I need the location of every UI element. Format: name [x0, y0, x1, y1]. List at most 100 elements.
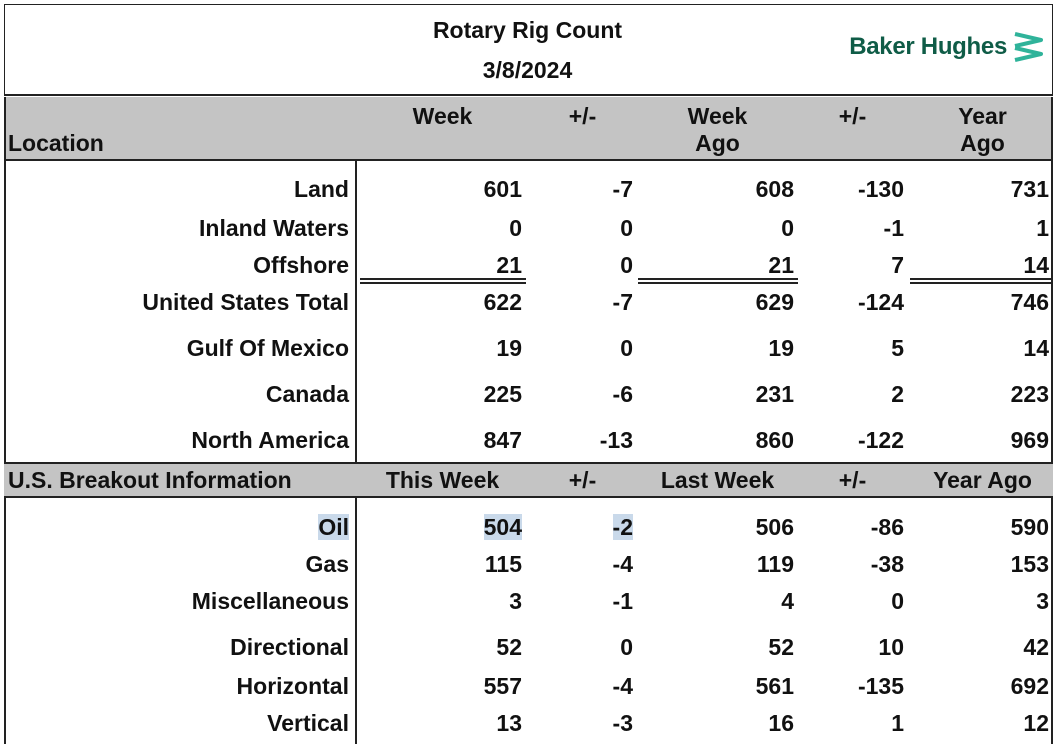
row-label: Miscellaneous: [191, 588, 349, 614]
row-label: Vertical: [267, 710, 349, 736]
row-label: United States Total: [142, 289, 349, 315]
year-ago-value: 14: [1023, 335, 1049, 361]
oil-label: Oil: [318, 514, 349, 540]
change-value: -1: [883, 215, 904, 241]
year-ago-value: 14: [1023, 252, 1049, 278]
row-label: Gas: [305, 551, 349, 577]
row-label: Offshore: [253, 252, 349, 278]
col-year-ago-header: Year Ago: [933, 467, 1032, 493]
baker-hughes-chevron-logo-icon: [1014, 32, 1043, 62]
col-change-header-1: +/-: [568, 467, 597, 493]
change-value: 0: [620, 252, 633, 278]
last-week-value: 52: [768, 634, 794, 660]
change-value: -122: [857, 427, 904, 453]
week-value: 21: [496, 252, 522, 278]
year-ago-value: 12: [1023, 710, 1049, 736]
change-value: -130: [857, 176, 904, 202]
report-date: 3/8/2024: [482, 57, 573, 83]
change-value: -6: [612, 381, 633, 407]
week-ago-value: 21: [768, 252, 794, 278]
week-value: 19: [496, 335, 522, 361]
week-ago-value: 19: [768, 335, 794, 361]
this-week-value: 13: [496, 710, 522, 736]
table-left-border: [4, 97, 6, 744]
col-last-week-header: Last Week: [660, 467, 775, 493]
change-value: 7: [891, 252, 904, 278]
change-value: -7: [612, 176, 633, 202]
brand-logo: Baker Hughes: [849, 28, 1045, 66]
this-week-value: 115: [484, 551, 522, 577]
week-value: 601: [483, 176, 522, 202]
column-divider: [355, 161, 357, 462]
change-value: -13: [599, 427, 633, 453]
change-value: -38: [870, 551, 904, 577]
change-value: 2: [891, 381, 904, 407]
row-label: Horizontal: [236, 673, 349, 699]
last-week-value: 4: [781, 588, 794, 614]
col-change-header-1: +/-: [568, 103, 597, 129]
this-week-value: 504: [420, 514, 522, 541]
week-value: 847: [483, 427, 522, 453]
row-label: Inland Waters: [199, 215, 349, 241]
col-year-ago-header-1: Year: [958, 103, 1007, 129]
location-table-header: [4, 97, 1053, 161]
last-week-value: 506: [755, 514, 794, 540]
total-underline: [360, 278, 526, 284]
year-ago-value: 590: [1010, 514, 1049, 540]
week-value: 622: [483, 289, 522, 315]
change-value: 1: [891, 710, 904, 736]
week-value: 0: [509, 215, 522, 241]
change-value: 0: [620, 215, 633, 241]
year-ago-value: 153: [1010, 551, 1049, 577]
year-ago-value: 1: [1036, 215, 1049, 241]
column-divider: [355, 498, 357, 744]
last-week-value: 561: [755, 673, 794, 699]
row-label: Land: [294, 176, 349, 202]
col-week-ago-header-1: Week: [687, 103, 748, 129]
year-ago-value: 223: [1010, 381, 1049, 407]
year-ago-value: 731: [1010, 176, 1049, 202]
change-value: -2: [560, 514, 633, 541]
row-label: Oil: [4, 514, 349, 541]
change-value: -7: [612, 289, 633, 315]
row-label: North America: [191, 427, 349, 453]
week-ago-value: 231: [755, 381, 794, 407]
breakout-table-header: [4, 462, 1053, 498]
week-value: 225: [483, 381, 522, 407]
title-box: [4, 4, 1053, 96]
last-week-value: 16: [768, 710, 794, 736]
week-ago-value: 629: [755, 289, 794, 315]
oil-change: -2: [612, 514, 633, 540]
col-this-week-header: This Week: [385, 467, 500, 493]
breakout-section-header: U.S. Breakout Information: [8, 467, 292, 493]
change-value: -1: [612, 588, 633, 614]
change-value: 0: [620, 335, 633, 361]
year-ago-value: 3: [1036, 588, 1049, 614]
col-change-header-2: +/-: [838, 103, 867, 129]
change-value: 10: [878, 634, 904, 660]
last-week-value: 119: [756, 551, 794, 577]
change-value: 0: [620, 634, 633, 660]
this-week-value: 3: [509, 588, 522, 614]
location-column-header: Location: [8, 130, 104, 156]
year-ago-value: 746: [1010, 289, 1049, 315]
page-title: Rotary Rig Count: [432, 17, 623, 43]
col-year-ago-header-2: Ago: [960, 130, 1005, 156]
row-label: Directional: [230, 634, 349, 660]
this-week-value: 557: [483, 673, 522, 699]
change-value: -124: [857, 289, 904, 315]
year-ago-value: 42: [1023, 634, 1049, 660]
col-change-header-2: +/-: [838, 467, 867, 493]
col-week-ago-header-2: Ago: [695, 130, 740, 156]
change-value: 0: [891, 588, 904, 614]
table-right-border: [1051, 97, 1053, 744]
total-underline: [638, 278, 798, 284]
week-ago-value: 0: [781, 215, 794, 241]
week-ago-value: 860: [755, 427, 794, 453]
brand-name: Baker Hughes: [849, 33, 1007, 60]
change-value: -4: [612, 551, 633, 577]
change-value: -135: [857, 673, 904, 699]
total-underline: [910, 278, 1053, 284]
row-label: Gulf Of Mexico: [186, 335, 349, 361]
week-ago-value: 608: [755, 176, 794, 202]
